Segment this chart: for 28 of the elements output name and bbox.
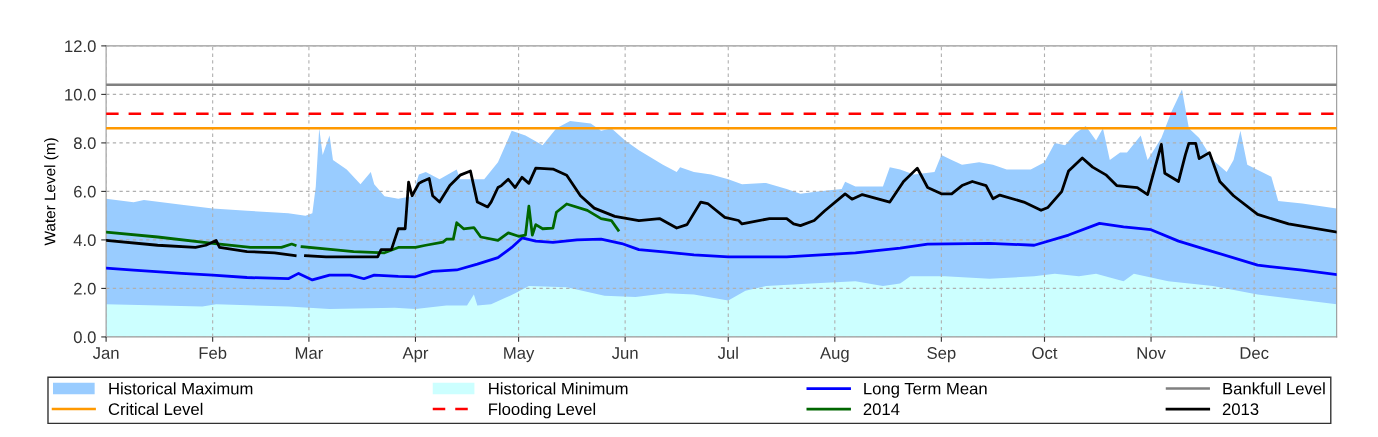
- x-tick-label: May: [504, 347, 535, 363]
- x-tick-label: Jun: [611, 347, 638, 359]
- y-tick-label: 2.0: [74, 282, 96, 295]
- legend-label: Long Term Mean: [864, 382, 987, 398]
- legend-label: Historical Minimum: [489, 382, 628, 395]
- x-tick-label: Sep: [927, 347, 956, 363]
- x-tick-label: Oct: [1032, 347, 1058, 359]
- legend-label: Flooding Level: [489, 402, 596, 419]
- x-tick-label: Aug: [820, 347, 849, 363]
- y-tick-label: 6.0: [74, 185, 96, 198]
- x-tick-label: Nov: [1137, 347, 1166, 359]
- x-tick-label: Apr: [402, 347, 429, 363]
- x-tick-label: Jul: [717, 346, 738, 359]
- y-axis-title: Water Level (m): [44, 138, 59, 246]
- x-tick-label: Dec: [1240, 347, 1269, 359]
- y-tick-label: 4.0: [73, 234, 96, 247]
- x-tick-label: Mar: [295, 347, 323, 359]
- y-tick-label: 12.0: [65, 40, 96, 53]
- legend-label: Bankfull Level: [1223, 382, 1325, 395]
- legend-label: 2013: [1222, 403, 1259, 416]
- y-tick-label: 0.0: [73, 331, 96, 344]
- legend-label: Historical Maximum: [109, 382, 253, 395]
- y-tick-label: 8.0: [73, 137, 96, 150]
- y-tick-label: 10.0: [65, 88, 96, 101]
- x-tick-label: Feb: [199, 346, 227, 359]
- legend-label: 2014: [863, 403, 900, 416]
- legend-label: Critical Level: [108, 402, 203, 416]
- x-tick-label: Jan: [92, 347, 119, 359]
